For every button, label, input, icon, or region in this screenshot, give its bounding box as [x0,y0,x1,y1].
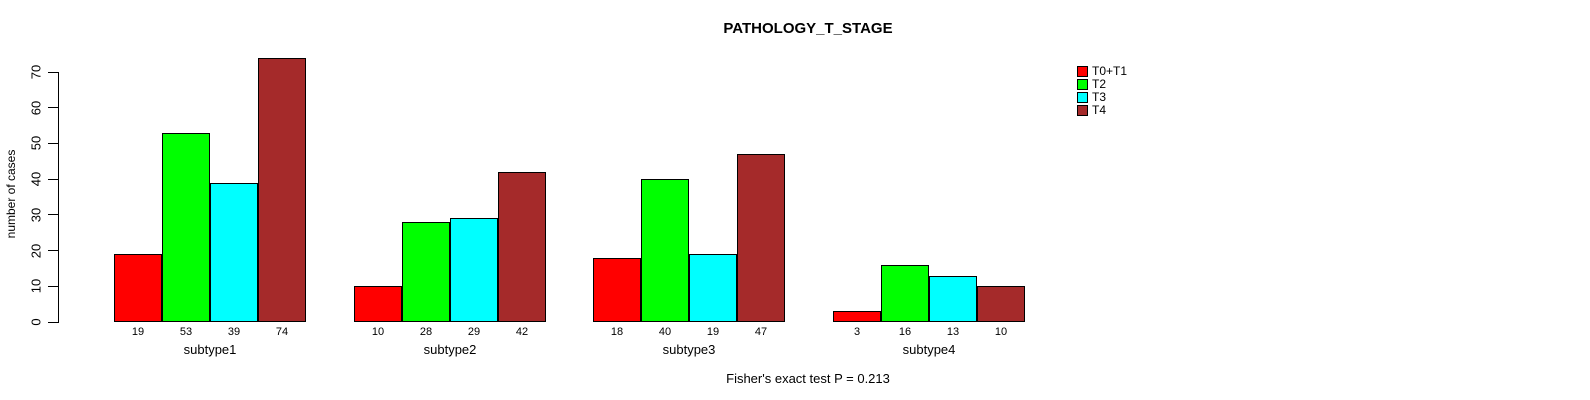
y-tick-mark [48,321,58,323]
bar-value-label: 3 [853,326,861,338]
bar-value-label: 16 [898,326,912,338]
y-tick-mark [48,178,58,180]
bar-T4-subtype1 [258,58,306,322]
category-label-subtype1: subtype1 [183,342,237,357]
bar-value-label: 29 [467,326,481,338]
bar-value-label: 18 [610,326,624,338]
bar-value-label: 74 [275,326,289,338]
bar-T0+T1-subtype1 [114,254,162,322]
bar-T3-subtype1 [210,183,258,322]
y-tick-mark [48,214,58,216]
bar-T4-subtype2 [498,172,546,322]
legend-swatch-T0+T1 [1077,66,1088,77]
bar-T2-subtype1 [162,133,210,322]
legend-entry-T0+T1: T0+T1 [1077,64,1128,78]
y-tick-label: 60 [28,100,44,115]
bar-value-label: 28 [419,326,433,338]
bar-value-label: 53 [179,326,193,338]
bar-value-label: 19 [131,326,145,338]
legend-label: T2 [1092,77,1107,91]
y-axis-line [58,72,59,323]
bar-value-label: 40 [658,326,672,338]
category-label-subtype4: subtype4 [902,342,956,357]
y-tick-mark [48,142,58,144]
y-tick-label: 30 [28,207,44,223]
category-label-subtype3: subtype3 [662,342,716,357]
bar-T0+T1-subtype3 [593,258,641,322]
bar-T2-subtype4 [881,265,929,322]
annotation-fisher-test: Fisher's exact test P = 0.213 [726,371,890,386]
legend-swatch-T4 [1077,105,1088,116]
bar-value-label: 10 [994,326,1008,338]
category-label-subtype2: subtype2 [423,342,477,357]
y-tick-label: 70 [28,64,44,80]
bar-value-label: 10 [371,326,385,338]
y-tick-mark [48,71,58,73]
bar-T3-subtype4 [929,276,977,322]
bar-T0+T1-subtype2 [354,286,402,322]
y-tick-label: 20 [28,243,44,258]
chart-title: PATHOLOGY_T_STAGE [723,20,893,37]
y-tick-mark [48,285,58,287]
bar-T4-subtype4 [977,286,1025,322]
bar-value-label: 42 [515,326,529,338]
legend-entry-T3: T3 [1077,90,1107,104]
bar-value-label: 39 [227,326,241,338]
bar-T3-subtype2 [450,218,498,322]
y-tick-label: 10 [28,279,44,294]
y-tick-mark [48,107,58,109]
bar-value-label: 19 [706,326,720,338]
bar-T2-subtype2 [402,222,450,322]
y-tick-label: 40 [28,171,44,187]
legend-label: T3 [1092,90,1107,104]
bar-T3-subtype3 [689,254,737,322]
y-tick-label: 0 [28,318,44,326]
bar-T4-subtype3 [737,154,785,322]
bar-value-label: 47 [754,326,768,338]
legend-entry-T2: T2 [1077,77,1107,91]
legend-label: T0+T1 [1092,64,1128,78]
bar-value-label: 13 [946,326,960,338]
y-tick-label: 50 [28,136,44,151]
bar-T2-subtype3 [641,179,689,322]
legend-label: T4 [1092,103,1107,117]
y-axis-label: number of cases [4,149,18,239]
legend-swatch-T3 [1077,92,1088,103]
legend-entry-T4: T4 [1077,103,1107,117]
bar-T0+T1-subtype4 [833,311,881,322]
y-tick-mark [48,250,58,252]
legend-swatch-T2 [1077,79,1088,90]
